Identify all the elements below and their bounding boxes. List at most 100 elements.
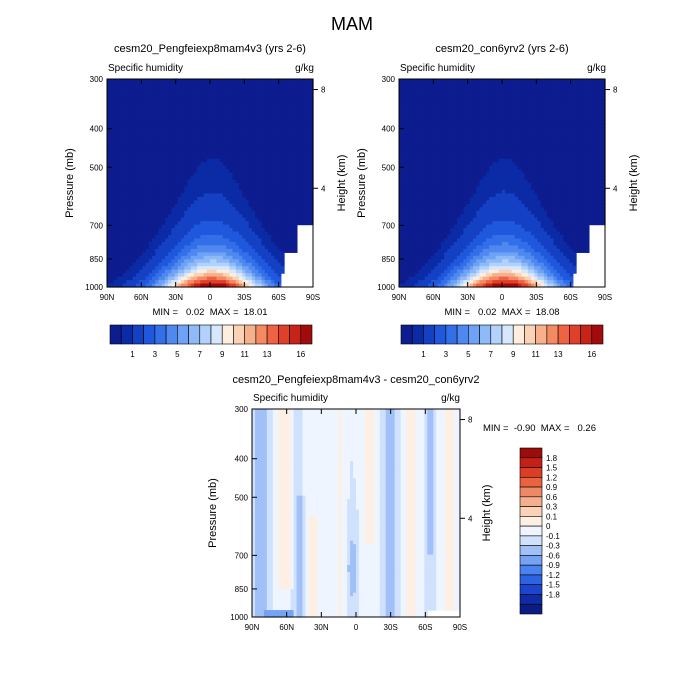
contour-cell	[463, 82, 468, 87]
contour-cell	[158, 106, 163, 111]
contour-cell	[148, 280, 153, 285]
contour-cell	[107, 131, 111, 136]
contour-cell	[123, 262, 127, 267]
contour-cell	[556, 127, 561, 132]
contour-cell	[113, 283, 118, 288]
contour-cell	[296, 79, 301, 84]
contour-cell	[277, 210, 282, 215]
contour-cell	[309, 193, 314, 198]
contour-cell	[158, 224, 163, 229]
contour-cell	[527, 89, 532, 94]
contour-cell	[142, 255, 147, 260]
contour-cell	[152, 96, 156, 101]
contour-cell	[171, 221, 176, 226]
contour-cell	[248, 79, 253, 84]
contour-cell	[251, 144, 256, 149]
contour-cell	[444, 127, 448, 132]
contour-cell	[476, 96, 481, 101]
contour-cell	[213, 103, 218, 108]
contour-cell	[235, 110, 240, 115]
contour-cell	[271, 96, 275, 101]
contour-cell	[444, 131, 448, 136]
contour-cell	[139, 127, 144, 132]
contour-cell	[261, 127, 266, 132]
contour-cell	[119, 221, 124, 226]
contour-cell	[290, 92, 295, 97]
contour-cell	[200, 113, 205, 118]
contour-cell	[142, 120, 147, 125]
contour-cell	[245, 158, 250, 163]
contour-cell	[139, 162, 144, 167]
contour-cell	[550, 120, 555, 125]
contour-cell	[197, 89, 201, 94]
contour-cell	[280, 131, 285, 136]
contour-cell	[203, 151, 208, 156]
contour-cell	[164, 276, 169, 281]
contour-cell	[206, 221, 211, 226]
contour-cell	[399, 99, 403, 104]
contour-cell	[193, 183, 198, 188]
contour-cell	[187, 283, 192, 288]
contour-cell	[572, 85, 577, 90]
contour-cell	[222, 144, 227, 149]
contour-cell	[456, 79, 461, 84]
contour-cell	[405, 117, 410, 122]
contour-cell	[242, 82, 247, 87]
contour-cell	[530, 79, 535, 84]
contour-cell	[284, 176, 288, 181]
contour-cell	[129, 169, 134, 174]
contour-cell	[284, 137, 288, 142]
contour-cell	[145, 241, 150, 246]
contour-cell	[210, 231, 214, 236]
contour-cell	[427, 113, 432, 118]
contour-cell	[521, 127, 526, 132]
contour-cell	[274, 158, 279, 163]
contour-cell	[502, 127, 506, 132]
contour-cell	[177, 210, 182, 215]
contour-cell	[303, 113, 308, 118]
contour-cell	[556, 124, 561, 129]
contour-cell	[264, 127, 269, 132]
contour-cell	[447, 120, 452, 125]
contour-cell	[226, 144, 230, 149]
contour-cell	[168, 283, 172, 288]
contour-cell	[540, 117, 545, 122]
contour-cell	[466, 82, 471, 87]
contour-cell	[132, 283, 137, 288]
contour-cell	[161, 179, 166, 184]
contour-cell	[158, 193, 163, 198]
contour-cell	[193, 148, 198, 153]
contour-cell	[184, 89, 189, 94]
contour-cell	[123, 183, 127, 188]
contour-cell	[203, 221, 208, 226]
contour-cell	[476, 141, 481, 146]
contour-cell	[171, 176, 176, 181]
contour-cell	[171, 280, 176, 285]
contour-cell	[402, 141, 407, 146]
contour-cell	[303, 106, 308, 111]
contour-cell	[116, 127, 121, 132]
contour-cell	[296, 85, 301, 90]
contour-cell	[290, 221, 295, 226]
contour-cell	[511, 92, 516, 97]
contour-cell	[203, 196, 208, 201]
contour-cell	[290, 82, 295, 87]
contour-cell	[476, 89, 481, 94]
contour-cell	[119, 186, 124, 191]
contour-cell	[174, 200, 179, 205]
contour-cell	[219, 165, 224, 170]
contour-cell	[193, 241, 198, 246]
contour-cell	[489, 127, 493, 132]
contour-cell	[284, 155, 288, 160]
contour-cell	[287, 221, 292, 226]
contour-cell	[219, 214, 224, 219]
contour-cell	[171, 283, 176, 288]
contour-cell	[566, 103, 571, 108]
contour-cell	[306, 203, 311, 208]
contour-cell	[119, 283, 124, 288]
contour-cell	[164, 189, 169, 194]
contour-cell	[181, 137, 185, 142]
contour-cell	[226, 172, 230, 177]
contour-cell	[213, 183, 218, 188]
contour-cell	[264, 155, 269, 160]
